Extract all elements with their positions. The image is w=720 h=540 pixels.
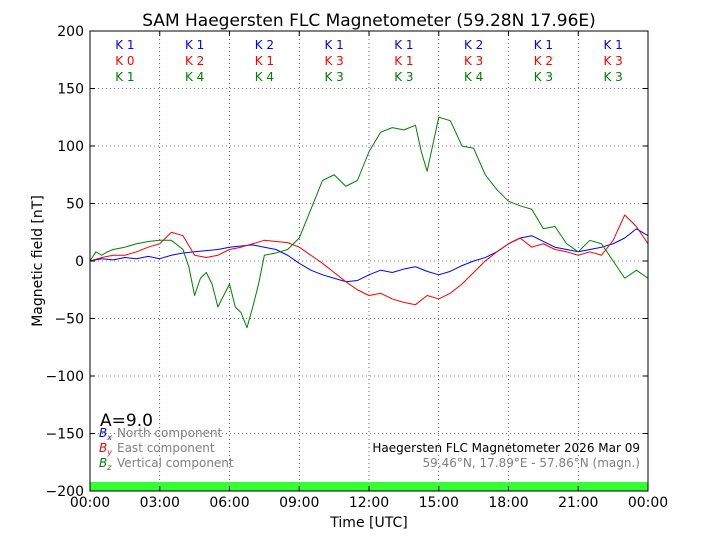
legend-label-east: East component (117, 441, 215, 455)
x-tick-label: 03:00 (140, 495, 180, 511)
k-index-label: K 2 (534, 54, 553, 68)
x-tick-label: 15:00 (419, 495, 459, 511)
legend-item-east: By East component (99, 441, 215, 457)
k-index-label: K 3 (603, 54, 622, 68)
y-tick-label: −50 (54, 312, 84, 328)
series-line-north-component (89, 228, 649, 283)
legend: Bx North component By East component Bz … (99, 426, 234, 472)
k-index-label: K 1 (115, 38, 134, 52)
y-tick-label: 150 (57, 82, 84, 98)
k-index-label: K 1 (534, 38, 553, 52)
y-tick-label: 100 (57, 139, 84, 155)
k-index-label: K 1 (394, 38, 413, 52)
x-tick-label: 00:00 (70, 495, 110, 511)
plot-frame (89, 30, 649, 492)
y-tick-label: 50 (66, 197, 84, 213)
x-tick-label: 09:00 (279, 495, 319, 511)
y-tick-label: −200 (46, 484, 84, 500)
k-index-label: K 1 (185, 38, 204, 52)
k-index-label: K 1 (255, 54, 274, 68)
k-index-label: K 1 (324, 38, 343, 52)
legend-symbol-vertical: Bz (99, 456, 112, 472)
y-axis-label: Magnetic field [nT] (30, 195, 46, 327)
legend-symbol-east: By (99, 441, 112, 457)
k-index-label: K 3 (324, 54, 343, 68)
k-index-label: K 1 (115, 70, 134, 84)
k-index-label: K 2 (464, 38, 483, 52)
k-index-label: K 2 (185, 54, 204, 68)
legend-symbol-north: Bx (99, 426, 112, 442)
x-axis-label: Time [UTC] (329, 515, 407, 531)
x-tick-label: 06:00 (209, 495, 249, 511)
x-axis-ticks: 00:00 03:00 06:00 09:00 12:00 15:00 18:00 21:00… (70, 31, 668, 511)
x-tick-label: 12:00 (349, 495, 389, 511)
series-line-east-component (89, 214, 649, 306)
grid (90, 31, 648, 491)
k-index-label: K 3 (464, 54, 483, 68)
k-index-label: K 0 (115, 54, 134, 68)
k-index-label: K 3 (534, 70, 553, 84)
legend-item-north: Bx North component (99, 426, 223, 442)
k-index-table: K 1 K 0 K 1 K 1 K 2 K 4 K 2 K 1 K 4 K 1 K 3 K 3 K 1 K… (115, 38, 623, 84)
y-tick-label: 0 (75, 254, 84, 270)
y-axis-ticks: 200 150 100 50 0 −50 −100 −150 −200 (46, 24, 648, 500)
series-line-vertical-component (89, 116, 649, 329)
k-index-label: K 3 (603, 70, 622, 84)
legend-label-vertical: Vertical component (117, 456, 234, 470)
k-index-label: K 4 (255, 70, 274, 84)
legend-label-north: North component (117, 426, 223, 440)
y-tick-label: 200 (57, 24, 84, 40)
y-tick-label: −150 (46, 427, 84, 443)
x-tick-label: 18:00 (488, 495, 528, 511)
station-coordinates: 59.46°N, 17.89°E - 57.86°N (magn.) (423, 456, 640, 470)
k-index-label: K 1 (603, 38, 622, 52)
k-index-label: K 1 (394, 54, 413, 68)
data-lines (89, 116, 649, 329)
a-index: A=9.0 (100, 411, 153, 431)
station-info: Haegersten FLC Magnetometer 2026 Mar 09 (372, 441, 640, 455)
k-index-label: K 4 (185, 70, 204, 84)
k-index-label: K 3 (394, 70, 413, 84)
k-index-label: K 3 (324, 70, 343, 84)
chart-title: SAM Haegersten FLC Magnetometer (59.28N … (142, 11, 596, 31)
legend-item-vertical: Bz Vertical component (99, 456, 234, 472)
k-index-label: K 2 (255, 38, 274, 52)
k-index-label: K 4 (464, 70, 483, 84)
x-tick-label: 00:00 (628, 495, 668, 511)
x-tick-label: 21:00 (558, 495, 598, 511)
y-tick-label: −100 (46, 369, 84, 385)
